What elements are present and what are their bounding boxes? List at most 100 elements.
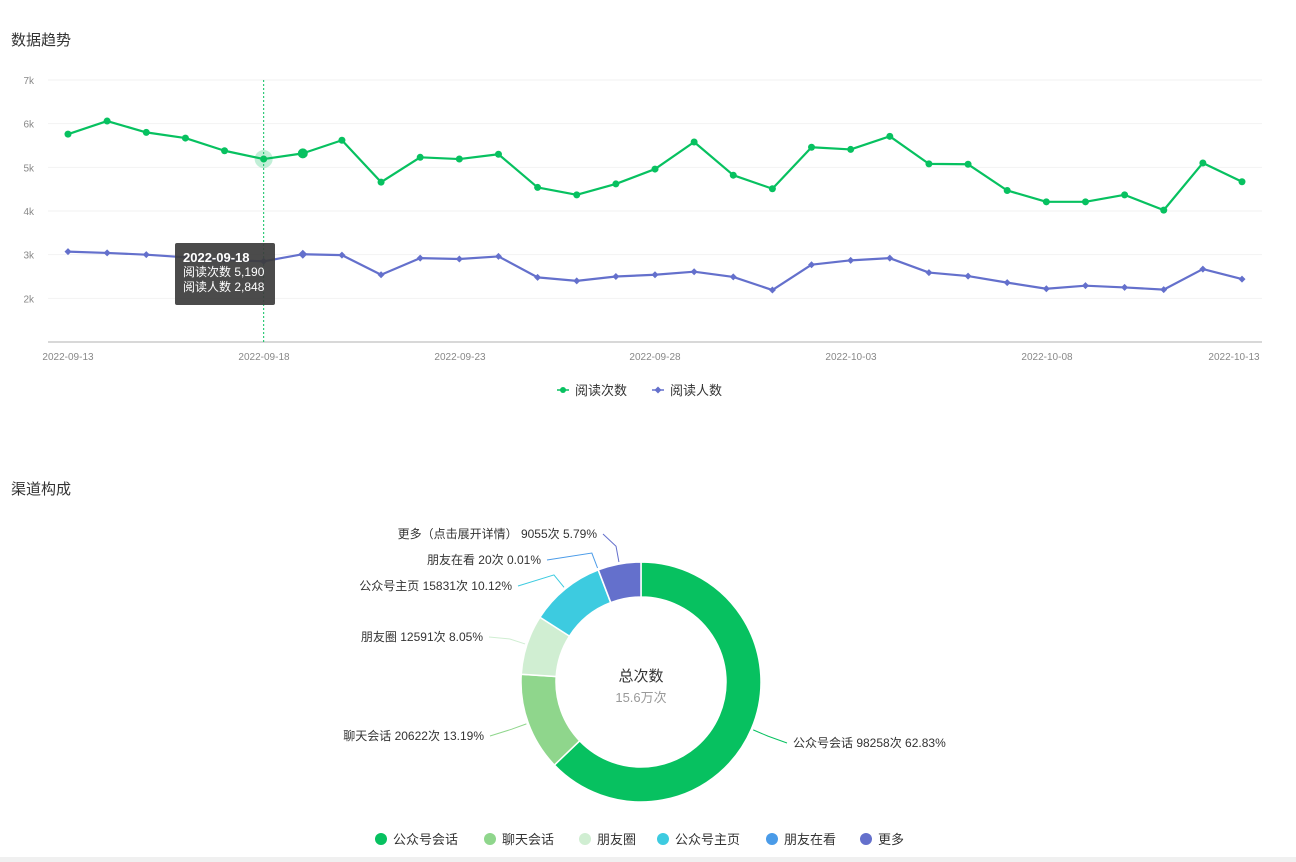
slice-label-2: 朋友圈 12591次 8.05% [361,630,483,644]
legend-dot [484,833,496,845]
data-point[interactable] [377,271,385,279]
data-point[interactable] [142,128,150,136]
data-point[interactable] [221,147,229,155]
y-tick-label: 6k [23,120,35,131]
slice-label-1: 聊天会话 20622次 13.19% [343,729,484,743]
data-point[interactable] [103,249,111,257]
x-tick-label: 2022-10-08 [1021,352,1073,363]
data-point[interactable] [1081,282,1089,290]
data-point[interactable] [103,117,111,125]
data-point[interactable] [964,272,972,280]
x-tick-label: 2022-10-03 [825,352,877,363]
trend-section-title: 数据趋势 [11,32,72,49]
tooltip-date: 2022-09-18 [183,250,250,265]
data-point[interactable] [260,155,268,163]
donut-legend-item-4[interactable]: 朋友在看 [784,832,836,847]
tooltip-row2-label: 阅读人数 [183,280,232,294]
legend-dot [860,833,872,845]
data-point[interactable] [455,155,463,163]
y-tick-label: 2k [23,294,35,305]
data-point[interactable] [1121,283,1129,291]
data-point[interactable] [1238,178,1246,186]
data-point[interactable] [64,130,72,138]
data-point[interactable] [298,249,308,259]
legend-item-1[interactable]: 阅读人数 [670,383,722,398]
data-point[interactable] [494,252,502,260]
data-point[interactable] [1003,279,1011,287]
donut-legend-item-1[interactable]: 聊天会话 [502,832,554,847]
donut-slice-5[interactable] [597,561,642,604]
data-point[interactable] [729,171,737,179]
data-point[interactable] [181,134,189,142]
y-tick-label: 5k [23,163,35,174]
data-point[interactable] [338,136,346,144]
data-point[interactable] [416,254,424,262]
data-point[interactable] [377,178,385,186]
data-point[interactable] [64,248,72,256]
y-tick-label: 3k [23,251,35,262]
donut-legend-item-2[interactable]: 朋友圈 [597,832,636,847]
data-point[interactable] [886,254,894,262]
legend-item-0[interactable]: 阅读次数 [575,383,627,398]
data-point[interactable] [808,261,816,269]
slice-leader-line [488,636,526,645]
donut-slice-0[interactable] [553,561,762,803]
chart-tooltip: 2022-09-18 阅读次数 5,190 阅读人数 2,848 [175,243,275,305]
data-point[interactable] [886,132,894,140]
slice-leader-line [517,574,565,588]
legend-marker [654,386,662,394]
data-point[interactable] [573,191,581,199]
data-point[interactable] [847,256,855,264]
data-point[interactable] [651,271,659,279]
data-point[interactable] [416,153,424,161]
data-point[interactable] [1238,275,1246,283]
data-point[interactable] [338,251,346,259]
tooltip-row-readers: 阅读人数 2,848 [183,280,267,295]
donut-legend-item-5[interactable]: 更多 [878,832,904,847]
data-point[interactable] [142,251,150,259]
data-point[interactable] [1081,198,1089,206]
slice-label-3: 公众号主页 15831次 10.12% [359,579,512,593]
data-point[interactable] [1160,286,1168,294]
donut-legend-item-3[interactable]: 公众号主页 [675,832,740,847]
data-point[interactable] [808,143,816,151]
data-point[interactable] [573,277,581,285]
y-tick-label: 7k [23,76,35,87]
data-point[interactable] [612,180,620,188]
legend-dot [375,833,387,845]
data-point[interactable] [925,269,933,277]
data-point[interactable] [534,273,542,281]
data-point[interactable] [925,160,933,168]
data-point[interactable] [455,255,463,263]
data-point[interactable] [847,145,855,153]
data-point[interactable] [690,268,698,276]
data-point[interactable] [690,138,698,146]
data-point[interactable] [1199,159,1207,167]
data-point[interactable] [1199,265,1207,273]
channel-section-title: 渠道构成 [11,481,72,498]
data-point[interactable] [768,286,776,294]
data-point[interactable] [768,185,776,193]
data-point[interactable] [534,183,542,191]
data-point[interactable] [297,148,308,159]
data-point[interactable] [651,165,659,173]
donut-center-value: 15.6万次 [615,690,666,705]
x-tick-label: 2022-10-13 [1208,352,1260,363]
data-point[interactable] [1042,198,1050,206]
slice-label-5: 更多（点击展开详情） 9055次 5.79% [398,526,598,541]
data-point[interactable] [729,273,737,281]
legend-dot [657,833,669,845]
x-tick-label: 2022-09-28 [629,352,681,363]
data-point[interactable] [1121,191,1129,199]
data-point[interactable] [964,160,972,168]
data-point[interactable] [1160,206,1168,214]
data-point[interactable] [1003,186,1011,194]
data-point[interactable] [494,150,502,158]
tooltip-row-reads: 阅读次数 5,190 [183,265,267,280]
data-point[interactable] [612,273,620,280]
bottom-divider [0,857,1296,862]
data-point[interactable] [1042,285,1050,293]
donut-legend-item-0[interactable]: 公众号会话 [393,832,458,847]
